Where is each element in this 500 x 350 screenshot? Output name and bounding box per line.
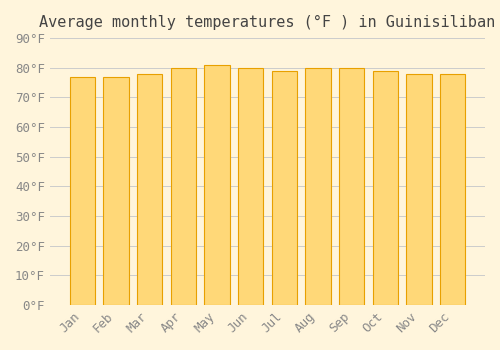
Bar xyxy=(440,74,465,305)
Bar xyxy=(104,77,128,305)
Bar xyxy=(170,68,196,305)
Bar xyxy=(306,68,330,305)
Bar xyxy=(238,68,263,305)
Bar xyxy=(406,74,432,305)
Bar xyxy=(372,71,398,305)
Bar xyxy=(339,68,364,305)
Bar xyxy=(272,71,297,305)
Bar xyxy=(204,65,230,305)
Bar xyxy=(137,74,162,305)
Title: Average monthly temperatures (°F ) in Guinisiliban: Average monthly temperatures (°F ) in Gu… xyxy=(40,15,496,30)
Bar xyxy=(70,77,95,305)
